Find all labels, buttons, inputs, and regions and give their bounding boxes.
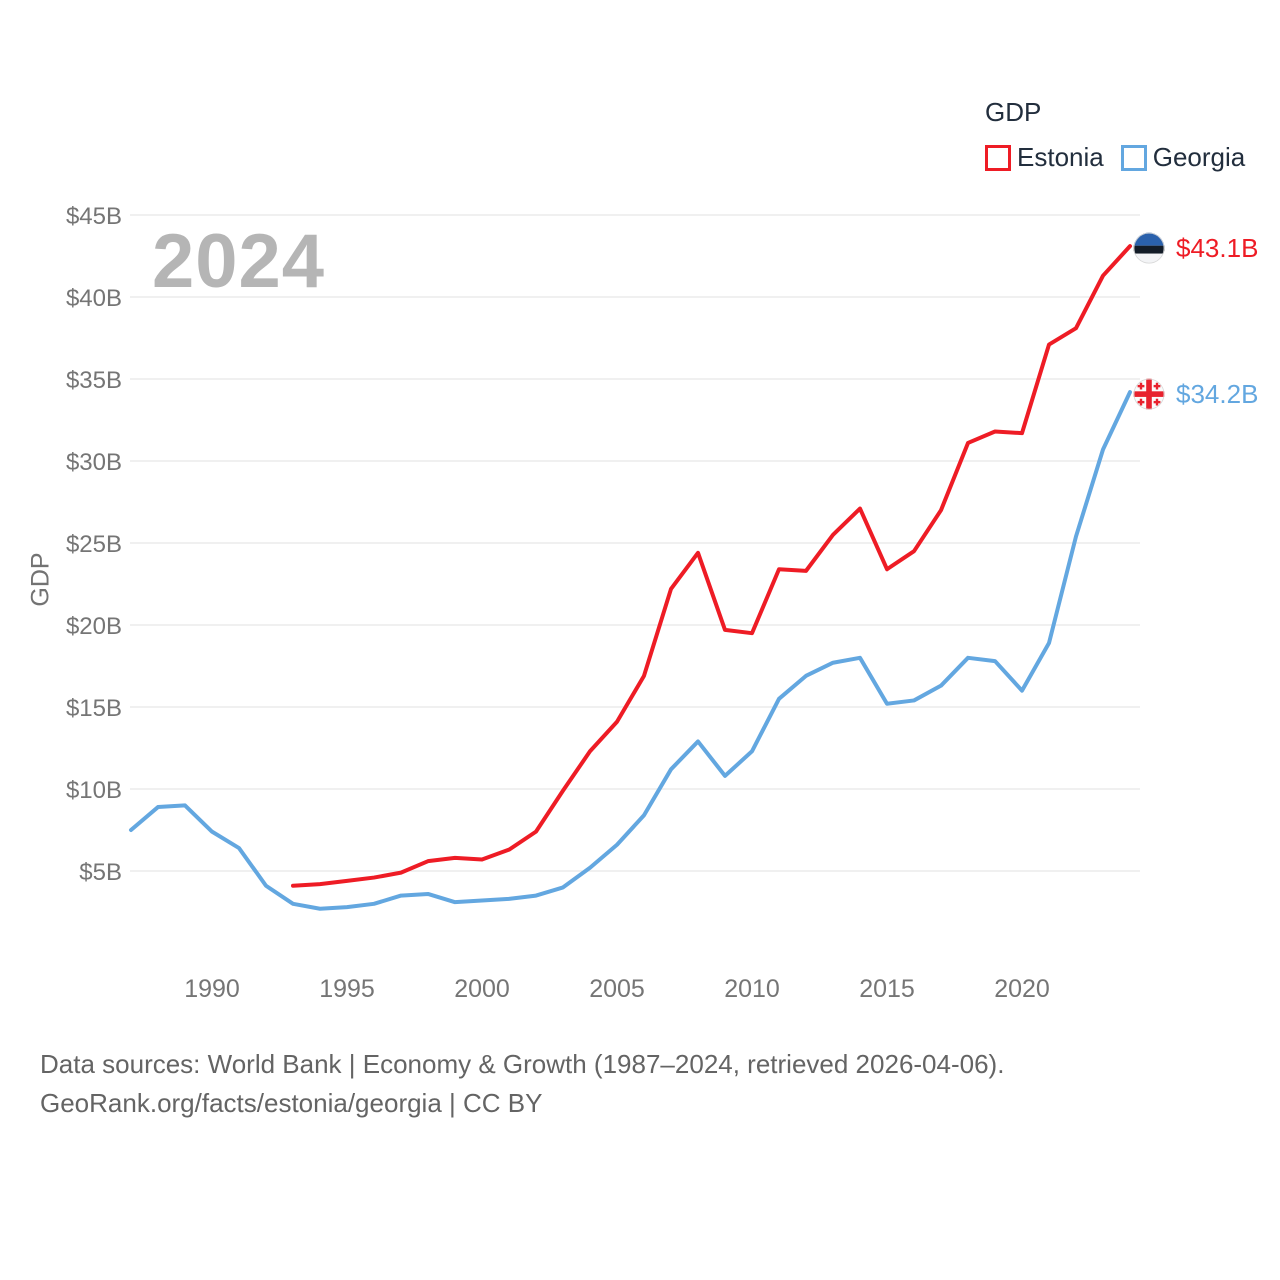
legend-row: Estonia Georgia	[985, 142, 1262, 173]
data-source-note: Data sources: World Bank | Economy & Gro…	[40, 1045, 1004, 1123]
y-tick-label: $10B	[66, 777, 122, 804]
legend-label-estonia: Estonia	[1017, 142, 1104, 172]
legend-title: GDP	[985, 97, 1042, 127]
y-tick-label: $45B	[66, 203, 122, 230]
end-value-label-georgia: $34.2B	[1176, 379, 1258, 409]
estonia-flag-icon	[1133, 232, 1165, 264]
georgia-series-swatch	[1120, 144, 1147, 171]
series-line-estonia[interactable]	[291, 244, 1132, 888]
y-tick-label: $30B	[66, 449, 122, 476]
x-tick-label: 2015	[859, 975, 915, 1003]
axis-labels: $5B $10B $15B $20B $25B $30B $35B $40B $45B 1990 1…	[66, 203, 1050, 1003]
y-tick-label: $35B	[66, 367, 122, 394]
x-tick-label: 2000	[454, 975, 510, 1003]
georgia-flag-icon	[1133, 378, 1165, 410]
end-value-label-estonia: $43.1B	[1176, 233, 1258, 263]
year-watermark: 2024	[152, 219, 326, 304]
gridlines	[130, 214, 1140, 872]
legend-label-georgia: Georgia	[1152, 142, 1246, 172]
series-line-georgia[interactable]	[129, 390, 1132, 911]
legend-item-georgia[interactable]: Georgia	[1120, 142, 1246, 173]
y-tick-label: $20B	[66, 613, 122, 640]
legend-item-estonia[interactable]: Estonia	[985, 142, 1104, 173]
series-lines	[129, 244, 1132, 911]
y-tick-label: $5B	[79, 859, 122, 886]
estonia-series-swatch	[985, 144, 1011, 171]
x-tick-label: 2010	[724, 975, 780, 1003]
x-tick-label: 2005	[589, 975, 645, 1003]
source-line: Data sources: World Bank | Economy & Gro…	[40, 1049, 1005, 1079]
y-tick-label: $25B	[66, 531, 122, 558]
x-tick-label: 2020	[994, 975, 1050, 1003]
x-tick-label: 1990	[184, 975, 240, 1003]
y-tick-label: $15B	[66, 695, 122, 722]
legend: GDP Estonia Georgia	[985, 99, 1262, 173]
attribution-line: GeoRank.org/facts/estonia/georgia | CC B…	[40, 1088, 543, 1118]
y-tick-label: $40B	[66, 285, 122, 312]
y-axis-title: GDP	[26, 552, 55, 607]
x-tick-label: 1995	[319, 975, 375, 1003]
end-annotations: $43.1B $34.2B	[1133, 232, 1258, 410]
